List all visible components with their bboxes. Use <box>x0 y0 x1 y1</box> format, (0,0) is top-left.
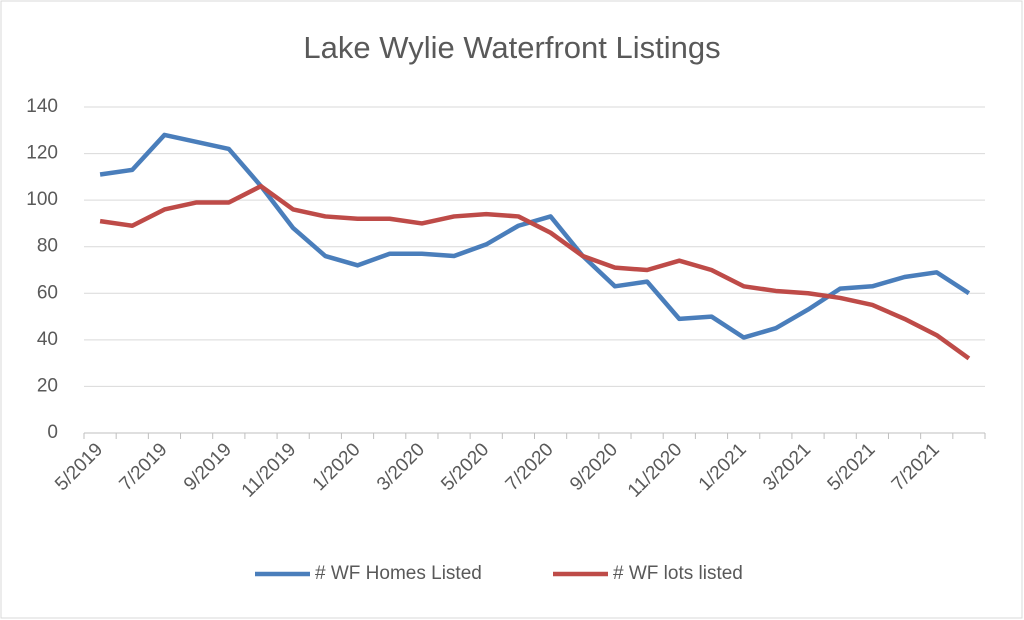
y-tick-label: 80 <box>37 236 58 257</box>
y-tick-label: 100 <box>26 189 58 210</box>
series-line <box>99 183 971 361</box>
y-tick-label: 20 <box>37 375 58 396</box>
chart-title: Lake Wylie Waterfront Listings <box>303 30 720 65</box>
y-tick-label: 60 <box>37 282 58 303</box>
y-tick-label: 40 <box>37 329 58 350</box>
series-line <box>99 132 971 340</box>
y-tick-label: 140 <box>26 96 58 117</box>
y-tick-label: 0 <box>47 422 58 443</box>
legend-label: # WF Homes Listed <box>315 563 482 584</box>
legend-label: # WF lots listed <box>613 563 743 584</box>
y-tick-label: 120 <box>26 143 58 164</box>
